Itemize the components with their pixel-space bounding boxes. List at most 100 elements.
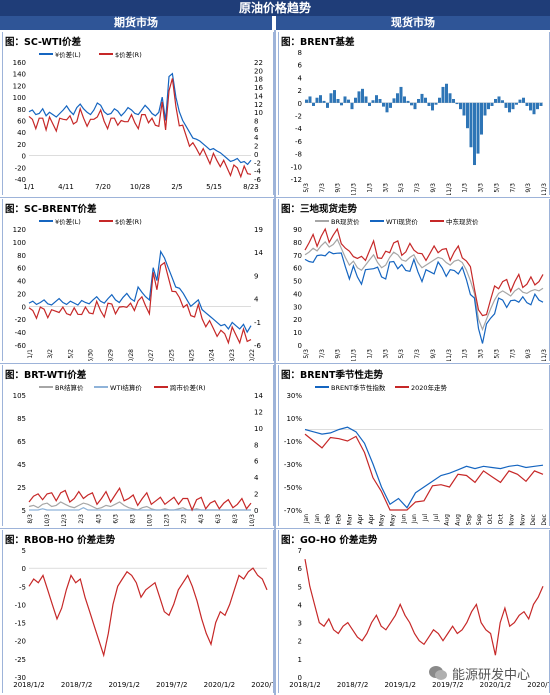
legend-label: 跨市价差(R): [170, 383, 206, 392]
chart-title: 图：SC-BRENT价差: [5, 204, 97, 215]
x-tick-label: 10/28: [128, 349, 135, 361]
x-tick-label: 9/3: [525, 183, 532, 193]
bar: [438, 97, 441, 103]
x-tick-label: Oct: [498, 513, 505, 524]
y2-tick-label: -4: [254, 168, 262, 176]
x-tick-label: Dec: [530, 514, 537, 526]
legend-label: ¥价差(L): [55, 217, 81, 226]
y-tick-label: 30: [293, 303, 302, 311]
bar: [322, 100, 326, 103]
bar: [511, 102, 515, 110]
x-tick-label: Jul: [433, 514, 440, 523]
x-tick-label: 5/3: [398, 349, 405, 359]
series-line: [304, 558, 544, 656]
y2-tick-label: 14: [254, 392, 263, 400]
x-tick-label: 1/3: [462, 349, 469, 359]
series-line: [304, 250, 544, 344]
y-tick-label: -40: [15, 176, 26, 184]
x-tick-label: 2/5: [171, 183, 182, 191]
x-tick-label: 6/24: [209, 349, 216, 361]
y-tick-label: 5: [298, 583, 302, 591]
bar: [312, 102, 315, 106]
x-tick-label: 3/3: [382, 349, 389, 359]
x-tick-label: 1/3: [366, 349, 373, 359]
y2-tick-label: 18: [254, 76, 263, 84]
y-tick-label: -4: [295, 125, 303, 133]
bar: [452, 98, 455, 103]
x-tick-label: 9/3: [525, 349, 532, 359]
x-tick-label: 9/3: [335, 349, 342, 359]
x-tick-label: 2019/1/2: [108, 681, 139, 689]
y2-tick-label: 2: [254, 491, 258, 499]
bar: [473, 102, 476, 166]
x-tick-label: 3/3: [478, 349, 485, 359]
bar: [399, 86, 403, 103]
y2-tick-label: 10: [254, 109, 263, 117]
watermark-text: 能源研发中心: [452, 668, 531, 683]
y-tick-label: 10: [293, 329, 302, 337]
chart-title: 图：GO-HO 价差走势: [281, 535, 378, 546]
watermark: 能源研发中心: [428, 662, 548, 686]
x-tick-label: 10/28: [130, 183, 150, 191]
x-tick-label: 5/15: [206, 183, 222, 191]
y-tick-label: 60: [17, 118, 26, 126]
bar: [305, 99, 308, 103]
chart-panel-1: 图：SC-WTI价差 160 140 120 100 80 60 40 20 0 -20 -40 22 2…: [2, 32, 274, 195]
x-tick-label: Oct: [487, 513, 494, 524]
y-tick-label: -50%: [284, 484, 302, 492]
y2-tick-label: 9: [254, 272, 258, 280]
legend-label: 2020年走势: [411, 383, 448, 392]
x-tick-label: 7/3: [319, 183, 326, 193]
bar: [497, 96, 501, 103]
bar: [396, 93, 399, 103]
legend-label: BRENT季节性指数: [331, 383, 386, 392]
y-tick-label: 85: [17, 415, 26, 423]
series-line: [28, 486, 252, 512]
bar: [536, 102, 539, 110]
y-tick-label: 0: [22, 303, 26, 311]
x-tick-label: 6/3: [215, 514, 222, 524]
x-tick-label: 3/3: [478, 183, 485, 193]
y-tick-label: 10%: [286, 415, 302, 423]
y2-tick-label: 4: [254, 134, 259, 142]
bar: [487, 102, 490, 110]
wechat-icon: [429, 666, 447, 680]
x-tick-label: Jan: [303, 514, 310, 524]
y-tick-label: 160: [13, 59, 26, 67]
legend-label: $价差(R): [115, 217, 142, 226]
bar: [459, 102, 462, 110]
y-tick-label: 2: [298, 638, 302, 646]
bar: [448, 93, 452, 103]
x-tick-label: 6/30: [88, 349, 95, 361]
bar: [375, 95, 378, 103]
x-tick-label: 8/3: [129, 514, 136, 524]
y2-tick-label: 16: [254, 84, 263, 92]
y-tick-label: -30%: [284, 461, 302, 469]
bar: [315, 97, 319, 103]
y-tick-label: 0: [298, 674, 302, 682]
y-tick-label: 0: [22, 153, 26, 161]
y-tick-label: 40: [17, 129, 26, 137]
x-tick-label: May: [379, 514, 386, 526]
x-tick-label: Jun: [400, 514, 407, 525]
y-tick-label: 1: [298, 656, 302, 664]
x-tick-label: 4/25: [188, 349, 195, 361]
bar: [501, 100, 504, 103]
y-tick-label: -20: [15, 638, 26, 646]
bar: [490, 102, 494, 106]
bar: [357, 91, 361, 103]
y-tick-label: -15: [15, 620, 26, 628]
bar: [539, 102, 543, 106]
y-tick-label: 20: [17, 141, 26, 149]
x-tick-label: 2/3: [181, 514, 188, 524]
x-tick-label: 1/3: [366, 183, 373, 193]
y2-tick-label: 0: [254, 151, 258, 159]
x-tick-label: 2020/7/2: [527, 681, 549, 689]
x-tick-label: 2019/1/2: [384, 681, 415, 689]
y2-tick-label: 6: [254, 458, 259, 466]
x-tick-label: 4/3: [198, 514, 205, 524]
x-tick-label: Dec: [541, 514, 548, 526]
bar: [403, 96, 406, 103]
bar: [417, 98, 420, 103]
x-tick-label: 11/3: [351, 183, 358, 195]
